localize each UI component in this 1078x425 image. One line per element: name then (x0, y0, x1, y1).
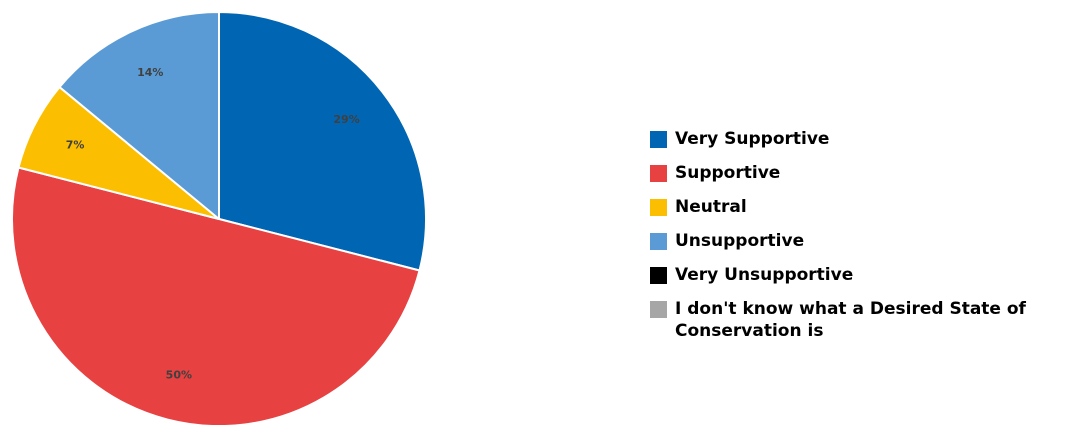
pie-slice-label: 14% (137, 66, 163, 79)
legend-swatch (650, 301, 667, 318)
legend-swatch (650, 233, 667, 250)
legend-item-supportive: Supportive (650, 162, 1070, 184)
pie-chart: 29% 50% 7% 14% (11, 11, 427, 425)
legend-item-dont-know: I don't know what a Desired State of Con… (650, 298, 1070, 342)
legend-swatch (650, 165, 667, 182)
legend-item-very-unsupportive: Very Unsupportive (650, 264, 1070, 286)
pie-slice (218, 11, 427, 272)
pie-slice-label: 50% (166, 368, 192, 381)
legend-swatch (650, 267, 667, 284)
legend-item-very-supportive: Very Supportive (650, 128, 1070, 150)
pie-slice-label: 29% (333, 113, 359, 126)
legend-label: Unsupportive (675, 231, 805, 251)
legend-label: I don't know what a Desired State of Con… (675, 299, 1026, 341)
pie-slice-label: 7% (66, 139, 85, 152)
legend-label: Very Unsupportive (675, 265, 854, 285)
legend: Very Supportive Supportive Neutral Unsup… (650, 128, 1070, 354)
legend-label: Supportive (675, 163, 781, 183)
legend-label: Very Supportive (675, 129, 830, 149)
legend-item-neutral: Neutral (650, 196, 1070, 218)
legend-item-unsupportive: Unsupportive (650, 230, 1070, 252)
legend-swatch (650, 199, 667, 216)
legend-swatch (650, 131, 667, 148)
legend-label: Neutral (675, 197, 747, 217)
pie-slice (58, 11, 220, 220)
pie-slice (11, 166, 421, 425)
